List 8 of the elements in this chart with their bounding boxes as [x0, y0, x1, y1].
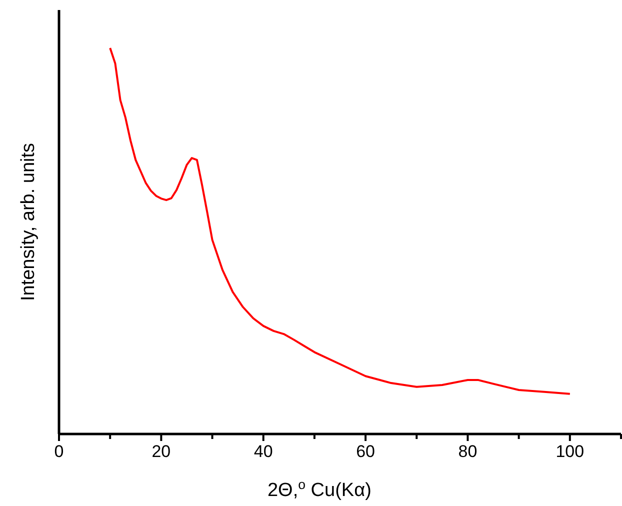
x-tick-label: 60	[356, 442, 376, 462]
y-axis-title: Intensity, arb. units	[18, 142, 39, 302]
x-tick-label: 40	[254, 442, 273, 462]
x-tick-label: 0	[54, 442, 64, 462]
x-axis-title: 2Θ,$^{o}$ Cu(Kα)	[267, 476, 372, 501]
x-tick-label: 20	[152, 442, 171, 462]
x-tick-label: 100	[556, 442, 584, 462]
x-tick-label: 80	[458, 442, 478, 462]
